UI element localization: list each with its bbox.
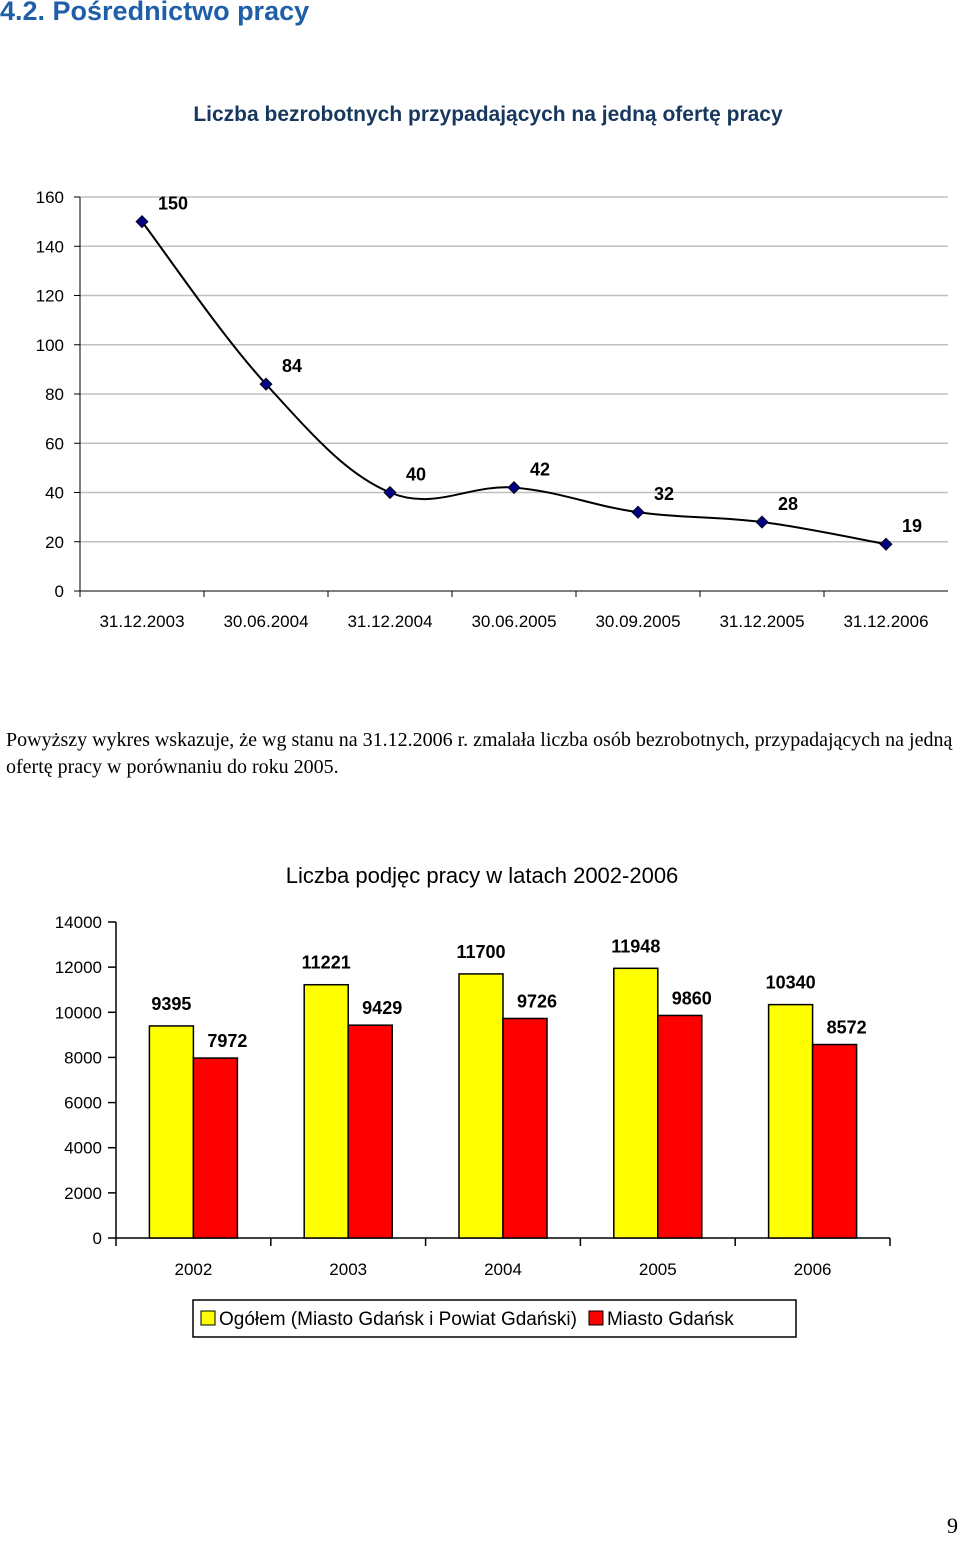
bar-chart: 0 2000 4000 6000 8000 10000 12000 14000 2002 9395… xyxy=(55,913,891,1338)
data-label: 11948 xyxy=(611,936,660,956)
y-tick-label: 2000 xyxy=(64,1184,102,1203)
bar xyxy=(347,1024,393,1239)
x-tick-label: 2004 xyxy=(484,1260,522,1279)
page-number: 9 xyxy=(947,1513,958,1538)
data-label: 11700 xyxy=(456,942,505,962)
y-tick-label: 20 xyxy=(45,533,64,552)
data-label: 84 xyxy=(282,356,302,376)
data-point-marker xyxy=(383,485,397,500)
legend-box xyxy=(192,1299,797,1338)
y-tick-label: 4000 xyxy=(64,1139,102,1158)
legend-swatch xyxy=(200,1310,216,1326)
data-point-marker xyxy=(507,481,521,495)
data-label: 40 xyxy=(406,465,426,485)
data-label: 7972 xyxy=(207,1031,247,1051)
x-tick-label: 2002 xyxy=(174,1260,212,1279)
x-tick-label: 2003 xyxy=(329,1260,367,1279)
data-label: 10340 xyxy=(766,973,816,993)
legend-swatch xyxy=(588,1310,604,1326)
section-title: 4.2. Pośrednictwo pracy xyxy=(0,0,310,26)
y-tick-label: 40 xyxy=(45,484,64,503)
y-tick-label: 60 xyxy=(45,434,64,453)
bar xyxy=(192,1057,239,1239)
data-label: 8572 xyxy=(827,1018,867,1038)
data-label: 9726 xyxy=(517,991,557,1011)
bar xyxy=(613,967,659,1239)
line-chart-title: Liczba bezrobotnych przypadających na je… xyxy=(193,103,783,126)
y-tick-label: 120 xyxy=(36,287,64,306)
data-point-marker xyxy=(135,215,149,229)
data-label: 9860 xyxy=(672,988,712,1008)
y-tick-label: 160 xyxy=(36,188,64,207)
x-tick-label: 31.12.2005 xyxy=(719,612,804,631)
bar xyxy=(767,1003,814,1239)
y-tick-label: 14000 xyxy=(55,913,102,932)
data-label: 32 xyxy=(654,484,674,504)
y-tick-label: 8000 xyxy=(64,1048,102,1067)
line-chart: 0 20 40 60 80 100 120 140 160 31.12.2003 30.06.200… xyxy=(36,188,948,631)
x-tick-label: 2006 xyxy=(794,1260,832,1279)
legend: Ogółem (Miasto Gdańsk i Powiat Gdański) M… xyxy=(192,1299,797,1338)
x-tick-label: 30.06.2004 xyxy=(223,612,308,631)
legend-label: Ogółem (Miasto Gdańsk i Powiat Gdański) xyxy=(219,1309,577,1330)
y-tick-label: 12000 xyxy=(55,958,102,977)
data-label: 9395 xyxy=(151,994,191,1014)
x-tick-label: 31.12.2004 xyxy=(347,612,432,631)
x-tick-label: 31.12.2006 xyxy=(843,612,928,631)
data-label: 9429 xyxy=(362,998,402,1018)
y-tick-label: 80 xyxy=(45,385,64,404)
legend-label: Miasto Gdańsk xyxy=(607,1309,734,1330)
data-label: 11221 xyxy=(302,953,351,973)
bar xyxy=(502,1017,548,1239)
data-point-marker xyxy=(755,515,769,529)
data-label: 42 xyxy=(530,460,550,480)
bar-chart-title: Liczba podjęc pracy w latach 2002-2006 xyxy=(285,863,679,888)
y-tick-label: 140 xyxy=(36,237,64,256)
x-tick-label: 31.12.2003 xyxy=(99,612,184,631)
paragraph: Powyższy wykres wskazuje, że wg stanu na… xyxy=(6,729,953,778)
bar xyxy=(811,1043,858,1239)
y-tick-label: 0 xyxy=(93,1229,102,1248)
x-tick-label: 30.06.2005 xyxy=(471,612,556,631)
y-tick-label: 0 xyxy=(55,582,64,601)
data-point-marker xyxy=(879,537,893,551)
bar xyxy=(303,983,349,1239)
data-point-marker xyxy=(259,377,273,391)
y-tick-label: 6000 xyxy=(64,1094,102,1113)
data-label: 19 xyxy=(902,516,922,536)
bar xyxy=(148,1025,195,1239)
bar xyxy=(458,973,504,1239)
x-tick-label: 2005 xyxy=(639,1260,677,1279)
data-point-marker xyxy=(631,505,645,519)
bar xyxy=(657,1014,703,1239)
x-tick-label: 30.09.2005 xyxy=(595,612,680,631)
y-tick-label: 100 xyxy=(36,336,64,355)
data-label: 150 xyxy=(158,194,188,214)
y-tick-label: 10000 xyxy=(55,1003,102,1022)
data-label: 28 xyxy=(778,494,798,514)
